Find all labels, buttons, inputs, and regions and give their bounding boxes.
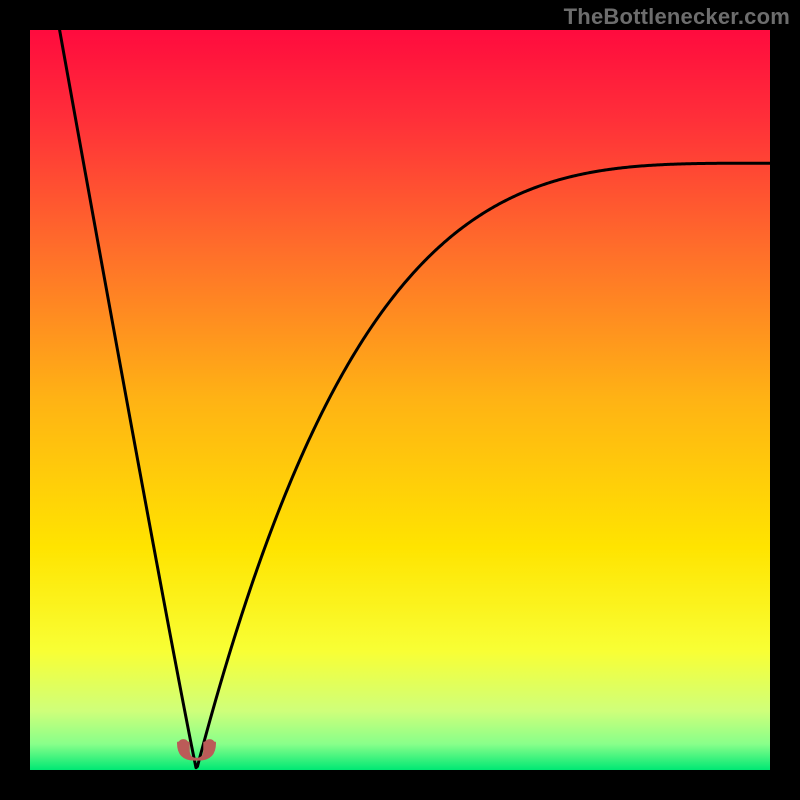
- optimum-marker-cap: [204, 739, 215, 750]
- gradient-background: [30, 30, 770, 770]
- figure-root: TheBottlenecker.com: [0, 0, 800, 800]
- bottleneck-plot: [30, 30, 770, 770]
- plot-svg: [30, 30, 770, 770]
- optimum-marker-cap: [178, 739, 189, 750]
- watermark-text: TheBottlenecker.com: [564, 4, 790, 30]
